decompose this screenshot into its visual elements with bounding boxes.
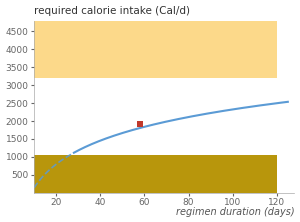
X-axis label: regimen duration (days): regimen duration (days) [176,206,294,216]
Text: required calorie intake (Cal/d): required calorie intake (Cal/d) [34,6,190,16]
